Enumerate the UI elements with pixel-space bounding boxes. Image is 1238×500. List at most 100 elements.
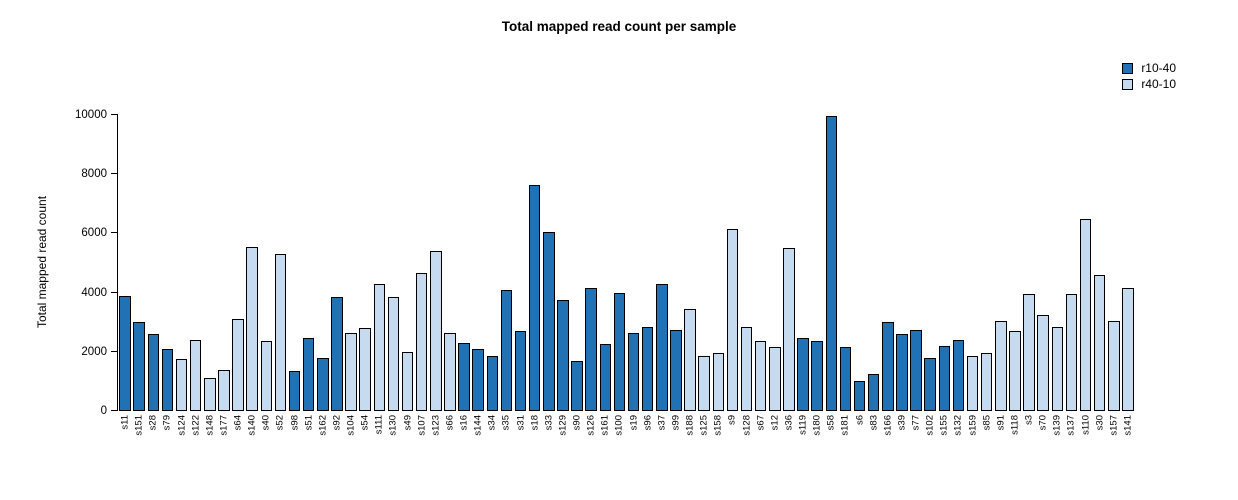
bar-slot: s6 [853, 115, 867, 425]
bar-slot: s51 [302, 115, 316, 430]
bar-slot: s19 [627, 115, 641, 430]
bar-slot: s99 [669, 115, 683, 430]
legend-entry: r40-10 [1122, 77, 1176, 91]
bar-s107 [415, 273, 428, 411]
bar-s129 [557, 300, 569, 411]
x-axis-label: s111 [373, 415, 385, 435]
legend-label: r40-10 [1141, 77, 1176, 91]
x-axis-label: s90 [571, 415, 583, 431]
y-axis-tick [111, 410, 118, 411]
bar-slot: s66 [443, 115, 457, 430]
x-axis-label: s51 [302, 415, 314, 431]
bar-s34 [486, 356, 499, 411]
bar-slot: s130 [386, 115, 400, 436]
x-axis-label: s98 [288, 415, 300, 431]
chart-title: Total mapped read count per sample [501, 19, 737, 34]
bar-slot: s188 [683, 115, 697, 436]
bar-slot: s37 [655, 115, 669, 430]
bar-slot: s129 [556, 115, 570, 436]
bar-s125 [698, 356, 710, 411]
bar-s132 [952, 339, 965, 411]
bar-slot: s180 [810, 115, 824, 436]
y-axis-tick-label: 6000 [81, 227, 107, 240]
y-axis-label: Total mapped read count [35, 195, 49, 329]
x-axis-label: s130 [387, 415, 399, 436]
bar-slot: s92 [330, 115, 344, 430]
bar-s98 [288, 371, 301, 411]
y-axis-tick-label: 0 [100, 405, 107, 417]
bar-s30 [1093, 274, 1106, 411]
bar-s33 [543, 231, 555, 411]
bar-slot: s16 [457, 115, 471, 430]
bar-slot: s159 [966, 115, 980, 436]
bar-slot: s18 [528, 115, 542, 430]
bar-slot: s12 [768, 115, 782, 430]
bar-s130 [387, 297, 400, 411]
x-axis-label: s36 [783, 415, 795, 431]
bar-s92 [331, 297, 343, 411]
x-axis-label: s99 [670, 415, 682, 431]
x-axis-label: s77 [910, 415, 922, 431]
bar-s126 [585, 288, 597, 411]
x-axis-label: s119 [797, 415, 809, 435]
bar-slot: s34 [485, 115, 499, 430]
bar-s139 [1051, 326, 1064, 411]
bar-s52 [274, 254, 287, 411]
legend-swatch [1122, 78, 1134, 90]
legend-entry: r10-40 [1122, 61, 1176, 75]
bar-slot: s30 [1093, 115, 1107, 430]
bar-slot: s148 [203, 115, 217, 436]
bar-s64 [232, 319, 244, 411]
bar-s157 [1108, 320, 1120, 411]
bar-s180 [811, 341, 823, 411]
x-axis-label: s110 [1079, 415, 1091, 435]
x-axis-label: s155 [938, 415, 950, 436]
bar-s35 [500, 289, 513, 411]
x-axis-label: s137 [1065, 415, 1077, 436]
bar-s83 [867, 374, 880, 411]
bar-s111 [373, 283, 386, 411]
bar-s123 [430, 251, 442, 411]
bar-s99 [670, 329, 682, 411]
bar-slot: s124 [175, 115, 189, 436]
bar-s90 [571, 360, 583, 411]
x-axis-label: s33 [543, 415, 555, 431]
x-axis-label: s166 [882, 415, 894, 436]
bar-s19 [627, 332, 640, 411]
x-axis-label: s102 [924, 415, 936, 436]
y-axis-tick [111, 291, 118, 293]
x-axis-label: s141 [1122, 415, 1134, 436]
bar-slot: s36 [782, 115, 796, 430]
legend: r10-40 r40-10 [1122, 61, 1176, 93]
bar-slot: s31 [514, 115, 528, 430]
bar-s181 [839, 347, 852, 411]
bar-slot: s177 [217, 115, 231, 436]
x-axis-label: s66 [444, 415, 456, 431]
bar-slot: s96 [641, 115, 655, 430]
x-axis-label: s83 [867, 415, 879, 431]
bar-slot: s35 [499, 115, 513, 430]
bar-s151 [133, 322, 145, 411]
x-axis-label: s19 [627, 415, 639, 431]
bar-slot: s139 [1050, 115, 1064, 436]
bar-s118 [1009, 331, 1021, 411]
x-axis-label: s107 [415, 415, 427, 436]
bar-s49 [401, 351, 414, 411]
bar-s159 [966, 356, 979, 411]
bar-slot: s126 [584, 115, 598, 436]
bar-s28 [147, 334, 160, 411]
bar-s128 [740, 326, 753, 411]
x-axis-label: s92 [331, 415, 343, 431]
bar-slot: s40 [259, 115, 273, 430]
bar-slot: s58 [824, 115, 838, 430]
x-axis-label: s159 [966, 415, 978, 436]
bar-slot: s9 [725, 115, 739, 425]
x-axis-label: s79 [161, 415, 173, 431]
bar-s177 [218, 369, 230, 411]
x-axis-label: s11 [119, 415, 131, 430]
bar-slot: s155 [937, 115, 951, 436]
bar-slot: s118 [1008, 115, 1022, 435]
bar-slot: s100 [612, 115, 626, 436]
bar-slot: s90 [570, 115, 584, 430]
bar-slot: s85 [980, 115, 994, 430]
